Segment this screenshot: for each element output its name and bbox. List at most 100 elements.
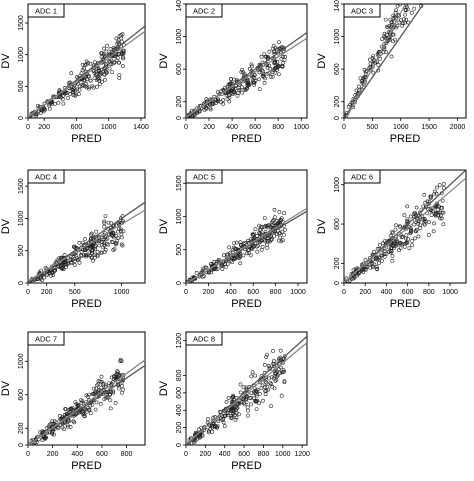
data-point — [433, 211, 438, 216]
data-point — [59, 266, 64, 271]
data-point — [399, 235, 404, 240]
data-point — [273, 371, 278, 376]
data-point — [239, 243, 243, 248]
data-point — [270, 237, 275, 242]
data-point — [117, 374, 122, 379]
data-point — [263, 379, 268, 384]
x-tick-label: 1000 — [293, 124, 309, 131]
data-point — [106, 242, 111, 247]
x-tick-label: 400 — [71, 451, 83, 458]
data-point — [101, 388, 106, 393]
data-point — [252, 398, 257, 403]
data-point — [272, 215, 277, 220]
x-tick-label: 600 — [402, 289, 414, 296]
panel-title: ADC 2 — [193, 7, 215, 16]
data-point — [51, 273, 56, 277]
data-point — [384, 251, 389, 256]
data-point — [109, 58, 114, 63]
data-point — [91, 247, 95, 252]
data-point — [369, 259, 374, 264]
data-point — [247, 82, 252, 87]
data-point — [389, 230, 394, 235]
y-tick-label: 600 — [334, 218, 341, 230]
data-point — [238, 261, 243, 266]
x-tick-label: 400 — [381, 289, 393, 296]
data-point — [92, 69, 97, 74]
data-point — [357, 270, 362, 275]
x-tick-label: 800 — [258, 451, 270, 458]
data-point — [423, 219, 428, 224]
data-point — [194, 270, 199, 275]
y-tick-label: 400 — [176, 404, 183, 416]
data-point — [79, 398, 84, 403]
data-point — [402, 225, 407, 230]
data-point — [267, 63, 272, 68]
data-point — [88, 78, 93, 83]
data-point — [94, 229, 99, 234]
data-point — [394, 238, 399, 243]
x-tick-label: 1000 — [114, 289, 130, 296]
data-point — [229, 90, 234, 95]
data-point — [263, 392, 268, 397]
data-point — [102, 243, 107, 248]
panel-title-box: ADC 2 — [185, 3, 223, 18]
data-point — [397, 20, 402, 25]
data-point — [93, 246, 98, 251]
data-point — [235, 401, 240, 406]
y-tick-label: 0 — [334, 116, 341, 120]
data-point — [418, 226, 423, 230]
data-point — [73, 400, 78, 405]
data-point — [376, 62, 381, 67]
data-point — [232, 90, 237, 95]
data-point — [91, 258, 96, 263]
data-point — [218, 409, 223, 414]
data-point — [114, 234, 119, 239]
data-point — [359, 267, 364, 272]
scatter-panel-3: ADC 3 0 500 1000 1500 2000 0 200 600 1000 1400 PRED… — [316, 0, 467, 145]
y-tick-label: 0 — [176, 443, 183, 447]
data-point — [82, 242, 87, 247]
data-point — [375, 267, 380, 272]
data-point — [253, 373, 258, 378]
data-point — [60, 97, 65, 102]
data-point — [280, 238, 285, 243]
data-point — [400, 23, 405, 28]
data-point — [61, 101, 66, 106]
y-tick-label: 500 — [18, 245, 25, 257]
panel-title-box: ADC 8 — [185, 331, 223, 346]
data-point — [67, 81, 72, 85]
x-tick-label: 1200 — [294, 451, 310, 458]
data-point — [83, 237, 87, 241]
data-point — [266, 387, 271, 392]
data-point — [382, 239, 387, 244]
data-point — [393, 37, 398, 42]
data-point — [257, 223, 262, 228]
data-point — [238, 390, 243, 395]
x-tick-label: 1000 — [393, 124, 409, 131]
data-point — [102, 387, 107, 392]
data-point — [116, 60, 121, 65]
regression-line — [186, 207, 307, 283]
data-point — [72, 263, 77, 267]
data-point — [276, 40, 281, 45]
data-point — [228, 81, 233, 86]
data-point — [344, 280, 347, 283]
data-point — [245, 390, 250, 395]
data-point — [367, 66, 372, 71]
data-point — [209, 270, 214, 275]
data-point — [272, 207, 277, 212]
data-point — [405, 219, 409, 223]
data-point — [387, 24, 392, 28]
data-point — [245, 405, 250, 410]
data-point — [283, 227, 287, 232]
data-point — [103, 214, 108, 219]
data-point — [195, 435, 200, 440]
data-point — [257, 77, 261, 82]
data-point — [91, 243, 96, 248]
data-point — [390, 258, 395, 263]
data-point — [393, 10, 398, 15]
data-point — [100, 79, 104, 84]
data-point — [257, 401, 262, 406]
data-point — [89, 248, 94, 253]
data-point — [43, 265, 48, 270]
